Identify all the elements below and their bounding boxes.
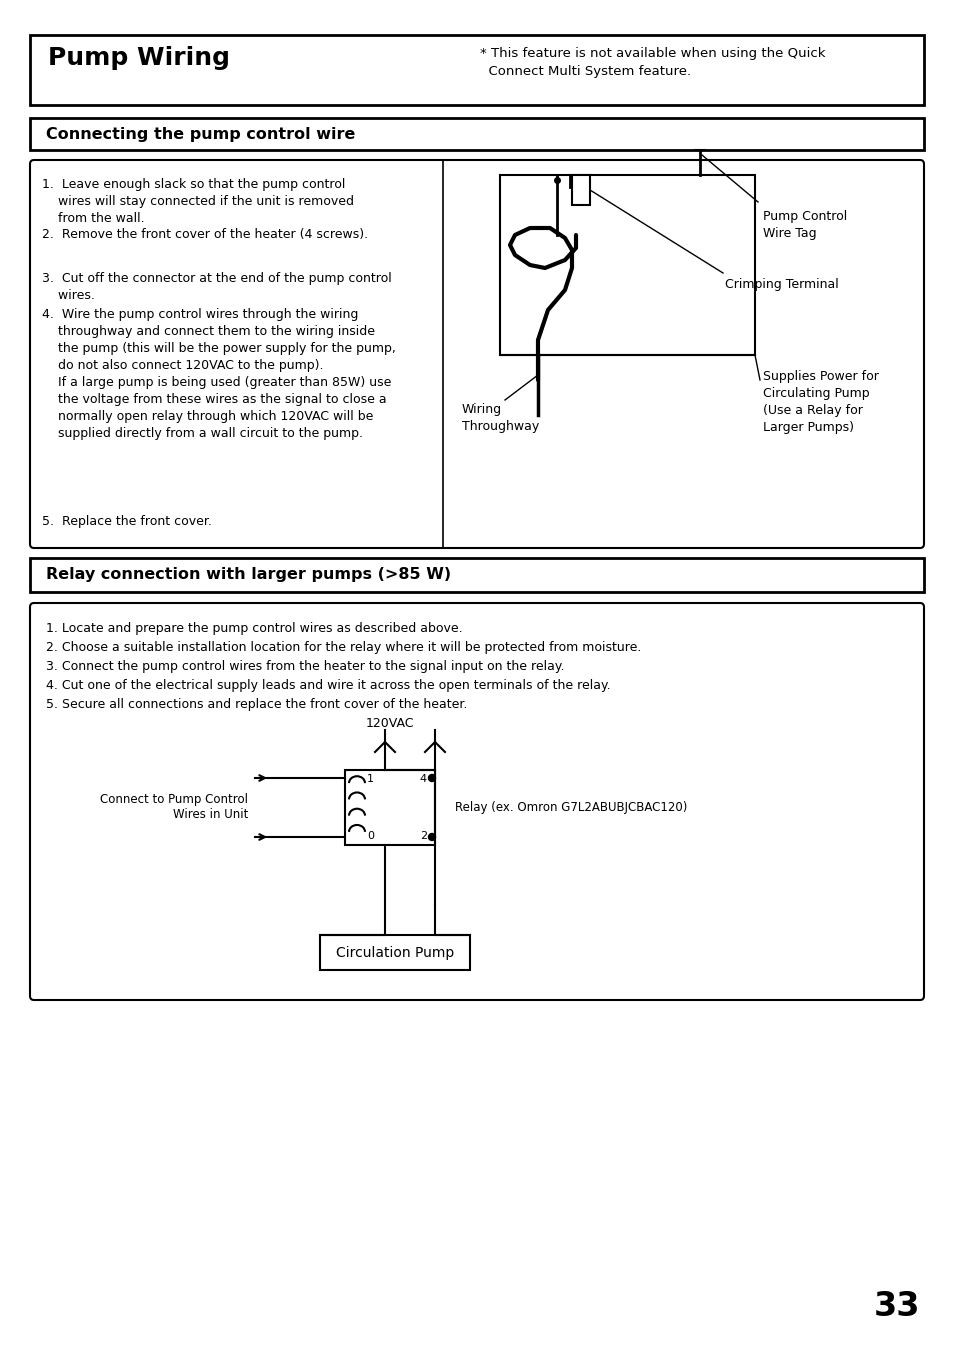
Text: 1: 1: [367, 774, 374, 784]
Bar: [30, 118, 923, 150]
Text: Connect to Pump Control
Wires in Unit: Connect to Pump Control Wires in Unit: [100, 793, 248, 821]
Text: Pump Wiring: Pump Wiring: [48, 46, 230, 70]
Text: 4: 4: [419, 774, 427, 784]
Circle shape: [428, 774, 435, 781]
Text: 1. Locate and prepare the pump control wires as described above.: 1. Locate and prepare the pump control w…: [46, 621, 462, 635]
Bar: [30, 35, 923, 105]
Text: 5. Secure all connections and replace the front cover of the heater.: 5. Secure all connections and replace th…: [46, 698, 467, 711]
Text: Crimping Terminal: Crimping Terminal: [724, 278, 838, 290]
Bar: [345, 770, 435, 844]
Text: 33: 33: [873, 1290, 919, 1323]
Text: 4.  Wire the pump control wires through the wiring
    throughway and connect th: 4. Wire the pump control wires through t…: [42, 308, 395, 440]
Text: Supplies Power for
Circulating Pump
(Use a Relay for
Larger Pumps): Supplies Power for Circulating Pump (Use…: [762, 370, 878, 434]
Text: 2: 2: [419, 831, 427, 842]
Text: 2.  Remove the front cover of the heater (4 screws).: 2. Remove the front cover of the heater …: [42, 228, 368, 240]
Text: Relay (ex. Omron G7L2ABUBJCBAC120): Relay (ex. Omron G7L2ABUBJCBAC120): [455, 801, 687, 815]
Text: Relay connection with larger pumps (>85 W): Relay connection with larger pumps (>85 …: [46, 567, 451, 582]
Bar: [572, 176, 589, 205]
Text: 3.  Cut off the connector at the end of the pump control
    wires.: 3. Cut off the connector at the end of t…: [42, 272, 392, 303]
Bar: [319, 935, 470, 970]
Text: 5.  Replace the front cover.: 5. Replace the front cover.: [42, 515, 212, 528]
Text: Wiring
Throughway: Wiring Throughway: [461, 403, 538, 434]
Text: 0: 0: [367, 831, 374, 842]
Text: Circulation Pump: Circulation Pump: [335, 946, 454, 959]
Text: 1.  Leave enough slack so that the pump control
    wires will stay connected if: 1. Leave enough slack so that the pump c…: [42, 178, 354, 226]
Text: Connecting the pump control wire: Connecting the pump control wire: [46, 127, 355, 142]
FancyBboxPatch shape: [30, 159, 923, 549]
Text: 3. Connect the pump control wires from the heater to the signal input on the rel: 3. Connect the pump control wires from t…: [46, 661, 564, 673]
Bar: [30, 558, 923, 592]
Text: 4. Cut one of the electrical supply leads and wire it across the open terminals : 4. Cut one of the electrical supply lead…: [46, 680, 610, 692]
Bar: [499, 176, 754, 355]
Text: 2. Choose a suitable installation location for the relay where it will be protec: 2. Choose a suitable installation locati…: [46, 640, 640, 654]
FancyBboxPatch shape: [30, 603, 923, 1000]
Text: Pump Control
Wire Tag: Pump Control Wire Tag: [762, 209, 846, 240]
Circle shape: [428, 834, 435, 840]
Text: 120VAC: 120VAC: [365, 717, 414, 730]
Text: * This feature is not available when using the Quick
  Connect Multi System feat: * This feature is not available when usi…: [479, 46, 824, 77]
